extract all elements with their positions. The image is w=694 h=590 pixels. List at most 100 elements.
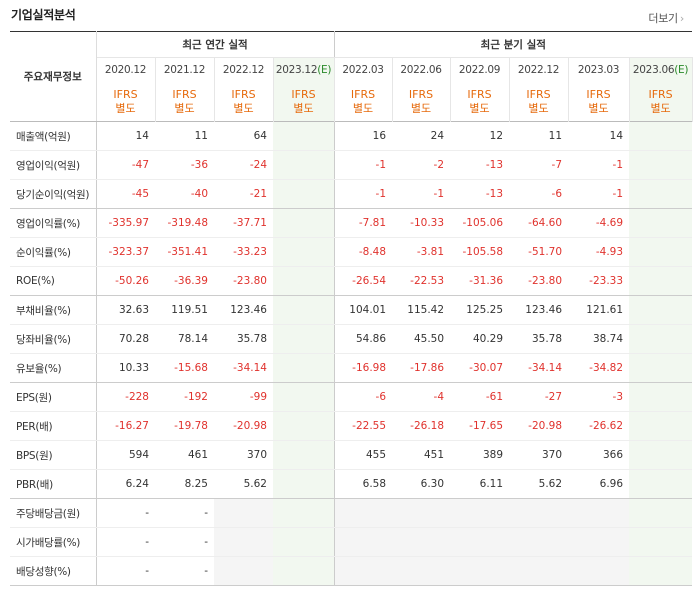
- table-cell: [273, 121, 335, 151]
- table-cell: -31.36: [450, 266, 510, 296]
- period-header: 2020.12: [96, 57, 156, 83]
- table-cell: -36: [155, 150, 214, 180]
- period-header: 2023.06(E): [629, 57, 693, 83]
- table-cell: [629, 150, 693, 180]
- table-cell: -34.14: [509, 353, 569, 383]
- table-cell: -21: [214, 179, 273, 209]
- table-cell: [273, 324, 335, 354]
- table-cell: -99: [214, 382, 273, 412]
- table-cell: -13: [450, 150, 510, 180]
- separate-label: 별도: [174, 101, 195, 115]
- table-cell: 11: [509, 121, 569, 151]
- accounting-standard: IFRS 별도: [629, 82, 693, 122]
- table-cell: -24: [214, 150, 273, 180]
- table-cell: -1: [334, 179, 393, 209]
- table-cell: [273, 527, 335, 557]
- table-row: 영업이익(억원) -47 -36 -24 -1 -2 -13 -7 -1: [10, 150, 693, 180]
- table-cell: -17.86: [392, 353, 451, 383]
- period-label: 2022.09: [458, 64, 501, 77]
- table-cell: [509, 498, 569, 528]
- table-cell: [509, 527, 569, 557]
- ifrs-label: IFRS: [408, 87, 434, 101]
- table-cell: -8.48: [334, 237, 393, 267]
- table-cell: -: [155, 527, 214, 557]
- period-header: 2022.03: [334, 57, 393, 83]
- table-cell: [392, 556, 451, 586]
- table-row: 영업이익률(%) -335.97 -319.48 -37.71 -7.81 -10.33-…: [10, 208, 693, 238]
- table-cell: 123.46: [509, 295, 569, 325]
- table-cell: 10.33: [96, 353, 155, 383]
- table-cell: -45: [96, 179, 155, 209]
- table-cell: [273, 295, 335, 325]
- table-cell: -2: [392, 150, 451, 180]
- table-cell: [450, 527, 510, 557]
- table-cell: 6.24: [96, 469, 155, 499]
- table-cell: [629, 324, 693, 354]
- table-cell: -19.78: [155, 411, 214, 441]
- table-cell: [629, 498, 693, 528]
- table-cell: 6.30: [392, 469, 451, 499]
- period-label: 2022.03: [342, 64, 384, 77]
- table-cell: [629, 237, 693, 267]
- period-header: 2022.09: [450, 57, 510, 83]
- table-cell: -23.80: [214, 266, 273, 296]
- table-cell: -64.60: [509, 208, 569, 238]
- section-title: 기업실적분석: [11, 8, 76, 22]
- period-label: 2020.12: [104, 64, 147, 77]
- table-cell: -15.68: [155, 353, 214, 383]
- table-cell: -: [96, 498, 155, 528]
- table-cell: 45.50: [392, 324, 451, 354]
- table-cell: -47: [96, 150, 155, 180]
- table-cell: [273, 498, 335, 528]
- row-label: PER(배): [10, 411, 97, 441]
- period-header: 2023.03: [568, 57, 630, 83]
- table-cell: 16: [334, 121, 393, 151]
- row-label: 배당성향(%): [10, 556, 97, 586]
- period-header: 2021.12: [155, 57, 215, 83]
- row-header-label: 주요재무정보: [10, 31, 97, 122]
- table-cell: -6: [509, 179, 569, 209]
- estimate-marker: (E): [317, 64, 332, 77]
- table-cell: 389: [450, 440, 510, 470]
- table-cell: -40: [155, 179, 214, 209]
- table-cell: 5.62: [509, 469, 569, 499]
- table-cell: -105.58: [450, 237, 510, 267]
- table-cell: [629, 266, 693, 296]
- table-cell: [392, 498, 451, 528]
- table-cell: [629, 411, 693, 441]
- table-row: BPS(원) 594 461 370 455 451 389 370 366: [10, 440, 693, 470]
- period-label: 2021.12: [163, 64, 206, 77]
- table-cell: -27: [509, 382, 569, 412]
- row-label: 매출액(억원): [10, 121, 97, 151]
- table-cell: [629, 556, 693, 586]
- table-cell: -22.55: [334, 411, 393, 441]
- period-header: 2023.12(E): [273, 57, 335, 83]
- table-cell: 104.01: [334, 295, 393, 325]
- separate-label: 별도: [469, 101, 490, 115]
- table-cell: 5.62: [214, 469, 273, 499]
- row-label: ROE(%): [10, 266, 97, 296]
- table-row: 매출액(억원) 14 11 64 16 24 12 11 14: [10, 121, 693, 151]
- row-label: 영업이익(억원): [10, 150, 97, 180]
- separate-label: 별도: [410, 101, 432, 115]
- table-cell: 451: [392, 440, 451, 470]
- table-cell: -1: [334, 150, 393, 180]
- table-cell: -17.65: [450, 411, 510, 441]
- table-cell: 121.61: [568, 295, 630, 325]
- table-cell: [273, 179, 335, 209]
- table-cell: -34.14: [214, 353, 273, 383]
- table-cell: -7: [509, 150, 569, 180]
- row-label: 유보율(%): [10, 353, 97, 383]
- more-link[interactable]: 더보기 ›: [648, 10, 684, 26]
- table-cell: 125.25: [450, 295, 510, 325]
- accounting-standard: IFRS 별도: [155, 82, 215, 122]
- ifrs-label: IFRS: [648, 87, 673, 101]
- table-cell: 35.78: [214, 324, 273, 354]
- accounting-standard: IFRS 별도: [392, 82, 451, 122]
- table-cell: 6.96: [568, 469, 630, 499]
- table-cell: [334, 498, 393, 528]
- ifrs-label: IFRS: [172, 87, 197, 101]
- separate-label: 별도: [588, 101, 609, 115]
- table-cell: 64: [214, 121, 273, 151]
- accounting-standard: IFRS 별도: [450, 82, 510, 122]
